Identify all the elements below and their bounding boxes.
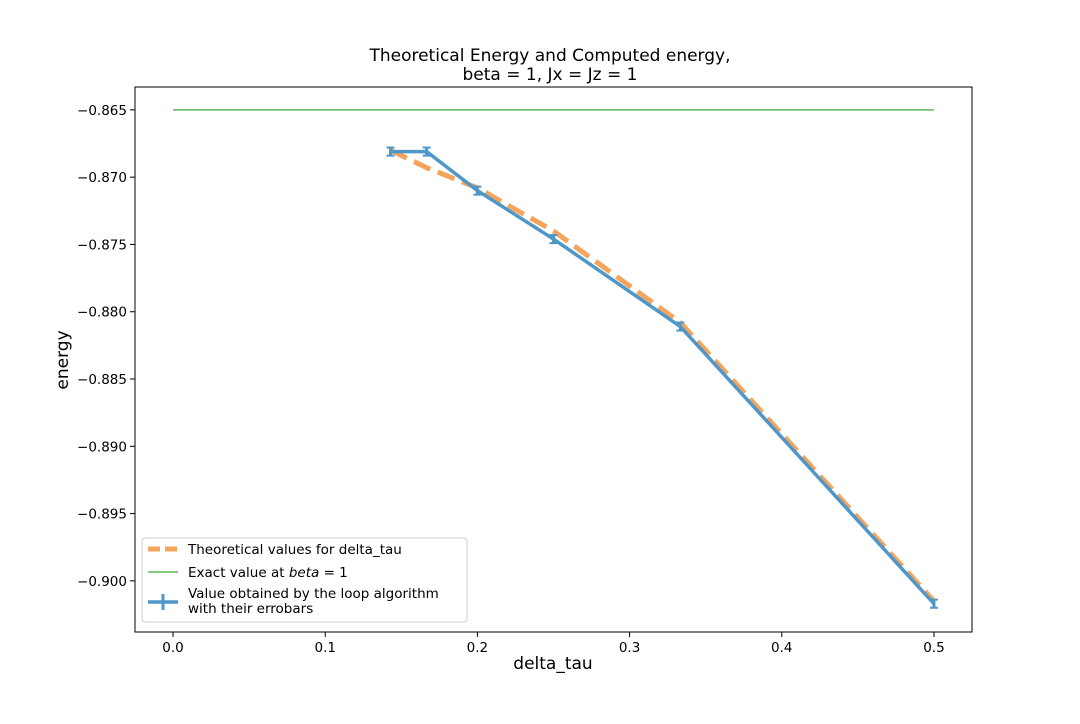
x-tick-label: 0.5 [923, 640, 944, 656]
x-tick-label: 0.3 [619, 640, 640, 656]
legend-label-exact-symbol: beta [289, 565, 319, 581]
y-tick-label: −0.890 [77, 439, 127, 455]
plot-area [134, 86, 973, 633]
series-line-loop-algorithm [390, 149, 936, 605]
y-tick-label: −0.875 [77, 237, 127, 253]
legend: Theoretical values for delta_tau Exact va… [141, 537, 468, 623]
x-tick-label: 0.2 [467, 640, 488, 656]
legend-label-loop-algorithm-line2: with their errobars [188, 601, 313, 617]
legend-label-loop-algorithm-line1: Value obtained by the loop algorithm [188, 586, 439, 602]
x-tick-label: 0.4 [771, 640, 792, 656]
y-tick-label: −0.885 [77, 372, 127, 388]
plot-frame [134, 86, 973, 633]
legend-label-exact: Exact value at beta = 1 [188, 565, 348, 581]
legend-label-exact-text: Exact value at [188, 565, 289, 581]
x-axis-label: delta_tau [513, 654, 592, 674]
chart-title-line2: beta = 1, Jx = Jz = 1 [463, 65, 638, 85]
x-axis: 0.0 0.1 0.2 0.3 0.4 0.5 [162, 632, 945, 656]
x-tick-label: 0.1 [314, 640, 335, 656]
legend-frame [141, 537, 468, 623]
y-tick-label: −0.880 [77, 305, 127, 321]
y-axis: −0.865 −0.870 −0.875 −0.880 −0.885 −0.890 −0.8… [77, 103, 135, 590]
y-axis-label: energy [53, 330, 73, 389]
series-line-theoretical [389, 147, 936, 603]
x-tick-label: 0.0 [162, 640, 183, 656]
y-tick-label: −0.895 [77, 507, 127, 523]
y-tick-label: −0.870 [77, 170, 127, 186]
chart-title-line1: Theoretical Energy and Computed energy, [368, 46, 730, 66]
y-tick-label: −0.865 [77, 103, 127, 119]
legend-label-exact-suffix: = 1 [319, 565, 347, 581]
y-tick-label: −0.900 [77, 574, 127, 590]
legend-label-theoretical: Theoretical values for delta_tau [187, 542, 402, 558]
